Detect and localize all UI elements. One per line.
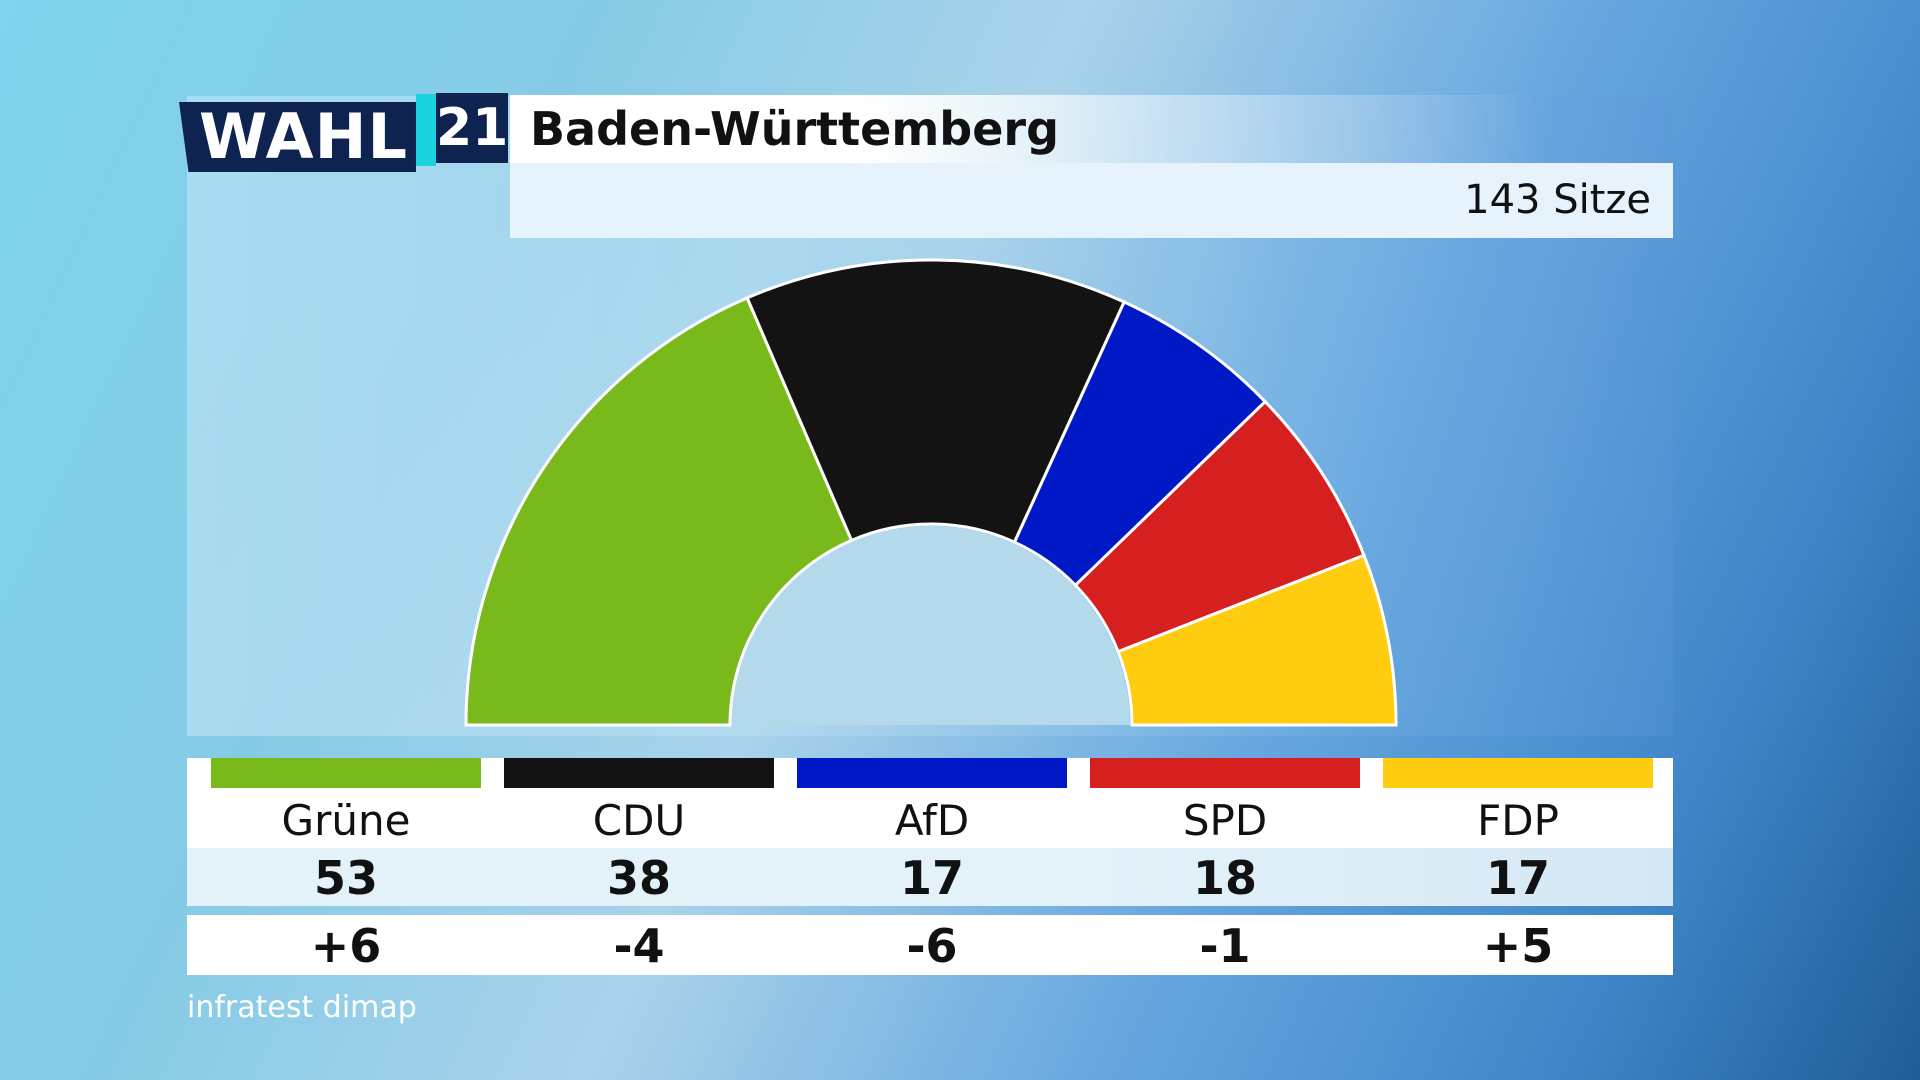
seat-segment-cdu: [745, 258, 1127, 545]
party-seats: 38: [606, 851, 671, 905]
legend-swatch-spd: [1090, 758, 1360, 788]
seat-segment-gruene: [464, 295, 854, 727]
legend-swatch-afd: [797, 758, 1067, 788]
party-name: FDP: [1477, 796, 1559, 845]
party-seats: 17: [1485, 851, 1550, 905]
seats-row: [187, 848, 1673, 906]
page-title: Baden-Württemberg: [530, 102, 1060, 156]
legend-swatch-fdp: [1383, 758, 1653, 788]
chart-center: [732, 526, 1130, 725]
party-name: SPD: [1182, 796, 1268, 845]
party-name: Grüne: [281, 796, 411, 845]
legend-swatch-cdu: [504, 758, 774, 788]
party-change: +5: [1482, 919, 1554, 973]
party-seats: 17: [899, 851, 964, 905]
party-change: -1: [1199, 919, 1251, 973]
party-name: AfD: [894, 796, 970, 845]
legend-swatch-gruene: [211, 758, 481, 788]
party-change: -6: [906, 919, 958, 973]
wahl-year-logo: 21: [436, 93, 508, 163]
source-label: infratest dimap: [187, 990, 417, 1025]
change-row: [187, 915, 1673, 975]
party-change: +6: [310, 919, 382, 973]
wahl-logo: WAHL: [179, 102, 416, 172]
party-change: -4: [613, 919, 665, 973]
seat-segment-fdp: [1116, 553, 1398, 727]
party-seats: 18: [1192, 851, 1257, 905]
party-seats: 53: [313, 851, 378, 905]
total-seats-label: 143 Sitze: [510, 163, 1673, 238]
results-table: Grüne CDU AfD SPD FDP 53 38 17 18 17 +6 …: [187, 758, 1673, 975]
logo-accent-bar: [416, 94, 436, 166]
title-bar: [510, 95, 1673, 163]
party-name: CDU: [592, 796, 686, 845]
